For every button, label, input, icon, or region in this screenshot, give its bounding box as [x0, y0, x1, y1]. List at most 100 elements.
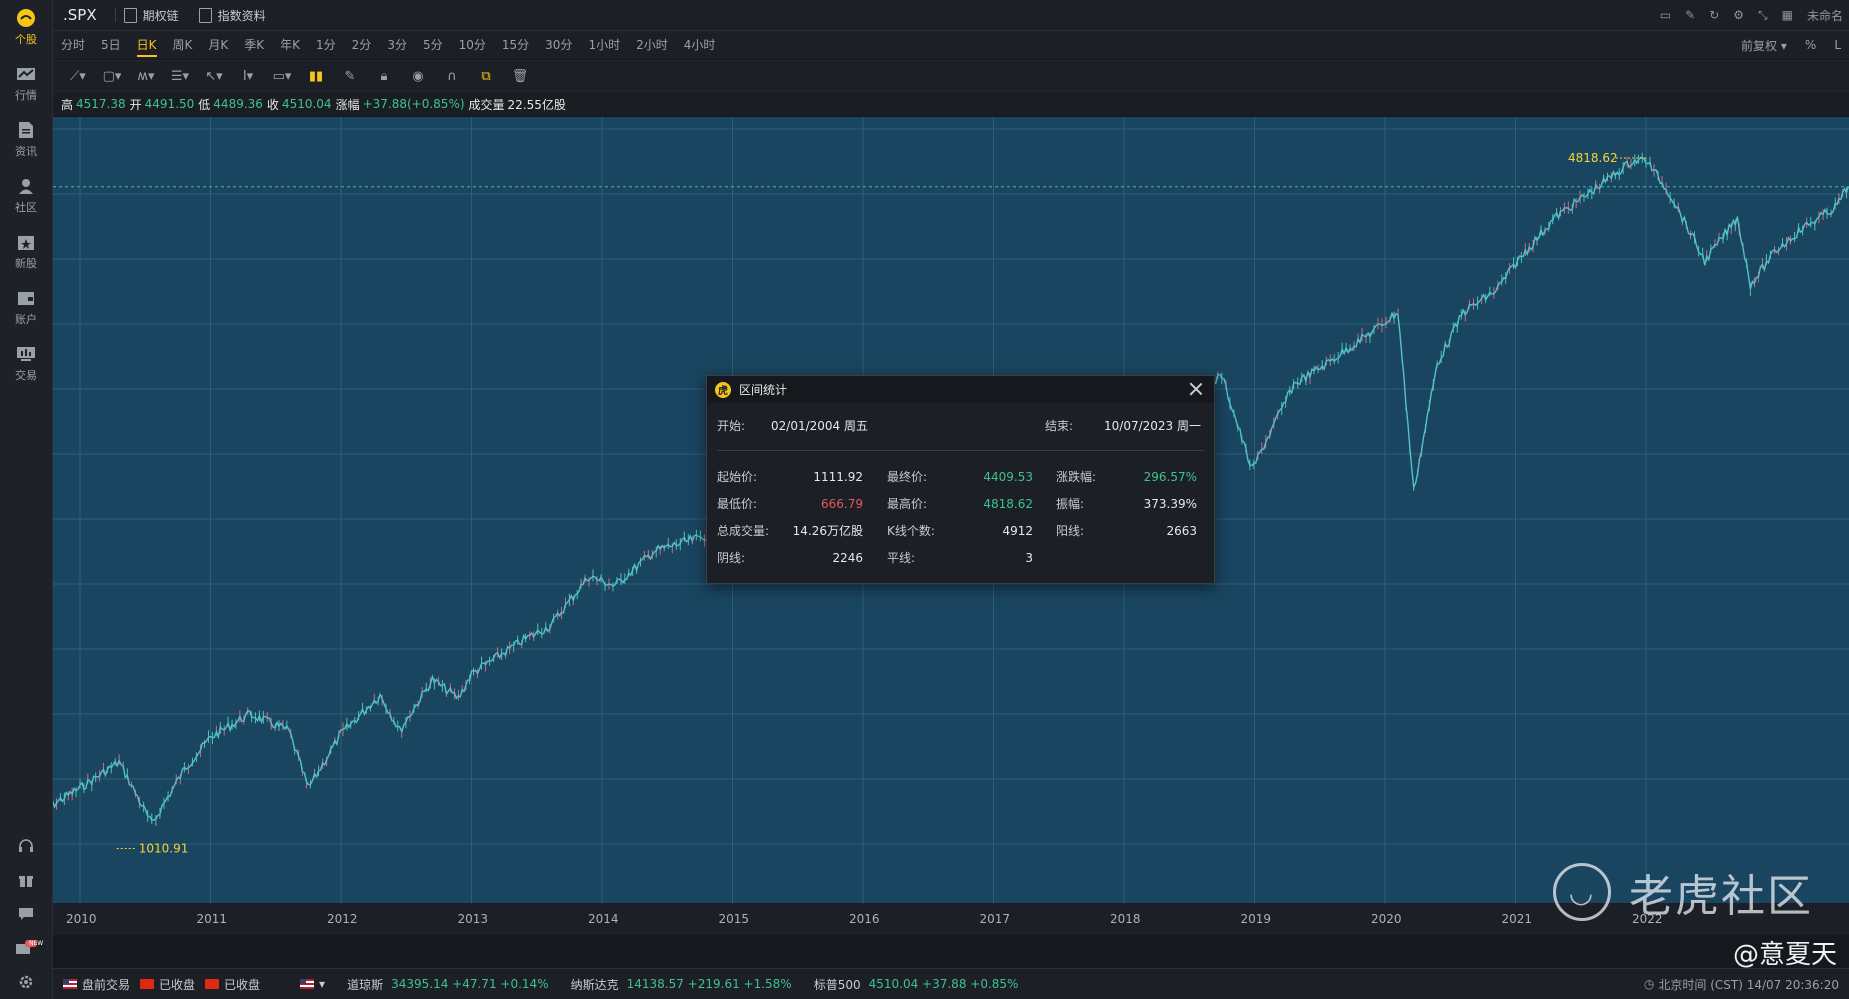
log-toggle[interactable]: L — [1834, 38, 1841, 52]
drawing-toolbar: ⟋▾ ▢▾ ʍ▾ ☰▾ ↖▾ Ⅰ▾ ▭▾ ▮▮ ✎ 🔒︎ ◉ ∩ ⧉ 🗑︎ — [53, 60, 1849, 92]
high-label: 高 — [61, 97, 74, 112]
x-tick-label: 2015 — [719, 912, 750, 926]
headset-support-icon[interactable] — [0, 833, 52, 861]
chart-canvas[interactable]: 2010 2011 2012 2013 2014 2015 2016 2017 2018 2019… — [53, 117, 1849, 935]
layout-name[interactable]: 未命名 — [1806, 8, 1843, 23]
us-flag-icon — [63, 979, 77, 989]
up-bars-label: 阳线: — [1056, 524, 1085, 538]
gift-icon[interactable] — [0, 866, 52, 894]
settings-gear-icon[interactable] — [0, 968, 52, 996]
options-chain-label: 期权链 — [142, 8, 179, 23]
dow-name[interactable]: 道琼斯 — [347, 977, 384, 992]
period-tab[interactable]: 10分 — [458, 38, 486, 52]
nasdaq-name[interactable]: 纳斯达克 — [570, 977, 619, 992]
close-icon[interactable] — [1188, 381, 1204, 397]
period-tab[interactable]: 年K — [280, 38, 301, 52]
period-tab[interactable]: 15分 — [501, 38, 530, 52]
sidebar-item-market[interactable]: 行情 — [0, 56, 52, 112]
magnet-icon[interactable]: ∩ — [447, 68, 457, 84]
price-chart[interactable]: 2010 2011 2012 2013 2014 2015 2016 2017 2018 2019… — [53, 117, 1849, 935]
screen-icon[interactable]: ▭ — [1659, 8, 1672, 22]
period-tab[interactable]: 2小时 — [636, 38, 668, 52]
down-bars-label: 阴线: — [717, 551, 746, 565]
pattern-tool-icon[interactable]: ʍ▾ — [137, 68, 155, 84]
eye-icon[interactable]: ◉ — [412, 68, 424, 84]
period-tab[interactable]: 5日 — [101, 38, 121, 52]
settings-icon[interactable]: ⚙ — [1733, 8, 1745, 22]
period-tab[interactable]: 4小时 — [683, 38, 716, 52]
text-tool-icon[interactable]: Ⅰ▾ — [242, 68, 254, 84]
options-chain-tab[interactable]: 期权链 — [123, 7, 179, 24]
link-icon[interactable]: ⧉ — [481, 68, 491, 84]
account-wallet-icon — [15, 289, 37, 307]
period-tab[interactable]: 月K — [208, 38, 229, 52]
low-label: 最低价: — [717, 497, 758, 511]
period-tab[interactable]: 周K — [172, 38, 193, 52]
period-tab[interactable]: 1小时 — [588, 38, 621, 52]
dow-value: 34395.14 +47.71 +0.14% — [391, 977, 549, 991]
amplitude-value: 373.39% — [1143, 497, 1197, 511]
period-tab[interactable]: 2分 — [351, 38, 372, 52]
period-tab[interactable]: 3分 — [387, 38, 407, 52]
nasdaq-value: 14138.57 +219.61 +1.58% — [626, 977, 792, 991]
sp500-name[interactable]: 标普500 — [813, 977, 861, 992]
dialog-title: 区间统计 — [739, 383, 788, 397]
line-tool-icon[interactable]: ⟋▾ — [70, 68, 86, 84]
x-tick-label: 2021 — [1502, 912, 1533, 926]
chat-icon[interactable] — [0, 900, 52, 928]
market-selector[interactable]: ▾ — [300, 977, 325, 991]
us-flag-icon — [300, 979, 315, 989]
author-credit: @意夏天 — [1732, 940, 1837, 970]
sidebar-item-trade[interactable]: 交易 — [0, 336, 52, 392]
close-price-label: 最终价: — [887, 470, 928, 484]
label-tool-icon[interactable]: ▭▾ — [272, 68, 292, 84]
period-tab[interactable]: 分时 — [61, 38, 86, 52]
clock: ◷ 北京时间 (CST) 14/07 20:36:20 — [1644, 969, 1839, 999]
period-tab[interactable]: 季K — [244, 38, 265, 52]
hk-market-status[interactable]: 已收盘 — [140, 976, 195, 993]
sidebar-item-label: 个股 — [15, 33, 37, 46]
fib-tool-icon[interactable]: ☰▾ — [170, 68, 190, 84]
lock-icon[interactable]: 🔒︎ — [380, 68, 388, 84]
period-right-options: 前复权 ▾ % L — [1741, 31, 1841, 59]
symbol-title[interactable]: .SPX — [63, 6, 97, 24]
us-premarket-status[interactable]: 盘前交易 — [63, 976, 130, 993]
change-value: 296.57% — [1143, 470, 1197, 484]
low-value: 4489.36 — [213, 97, 263, 111]
watermark: ◡ 老虎社区 — [1553, 860, 1813, 924]
cursor-tool-icon[interactable]: ↖▾ — [205, 68, 223, 84]
shrink-icon[interactable]: ⤡ — [1758, 7, 1768, 22]
index-info-tab[interactable]: 指数资料 — [198, 7, 266, 24]
percent-toggle[interactable]: % — [1804, 38, 1817, 52]
trash-icon[interactable]: 🗑︎ — [511, 68, 529, 84]
sidebar-item-stock[interactable]: 个股 — [0, 0, 52, 56]
sidebar-item-label: 资讯 — [15, 145, 37, 158]
period-tab[interactable]: 5分 — [422, 38, 443, 52]
market-chart-icon — [15, 65, 37, 83]
sidebar-item-ipo[interactable]: 新股 — [0, 224, 52, 280]
change-label: 涨跌幅: — [1056, 470, 1097, 484]
new-badge: NEW — [29, 940, 44, 947]
layout-grid-icon[interactable]: ▦ — [1781, 8, 1793, 22]
period-tab[interactable]: 1分 — [316, 38, 336, 52]
mail-new-icon[interactable]: NEW — [0, 934, 52, 962]
rect-tool-icon[interactable]: ▢▾ — [102, 68, 122, 84]
pencil-icon[interactable]: ✎ — [344, 68, 356, 84]
sidebar-item-news[interactable]: 资讯 — [0, 112, 52, 168]
range-stats-tool-icon[interactable]: ▮▮ — [308, 68, 324, 84]
cn-market-status[interactable]: 已收盘 — [205, 976, 260, 993]
watermark-text: 老虎社区 — [1629, 871, 1813, 922]
sidebar-item-account[interactable]: 账户 — [0, 280, 52, 336]
total-volume-value: 14.26万亿股 — [792, 524, 863, 538]
period-tab-active[interactable]: 日K — [129, 31, 165, 59]
period-tab[interactable]: 30分 — [545, 38, 573, 52]
x-tick-label: 2020 — [1371, 912, 1402, 926]
adjust-dropdown[interactable]: 前复权 ▾ — [1741, 38, 1787, 53]
refresh-icon[interactable]: ↻ — [1709, 8, 1720, 22]
x-tick-label: 2017 — [980, 912, 1011, 926]
dialog-header: 虎 区间统计 — [707, 376, 1214, 403]
index-info-label: 指数资料 — [217, 8, 266, 23]
edit-icon[interactable]: ✎ — [1685, 8, 1696, 22]
tiger-community-logo-icon: ◡ — [1553, 863, 1611, 921]
sidebar-item-community[interactable]: 社区 — [0, 168, 52, 224]
